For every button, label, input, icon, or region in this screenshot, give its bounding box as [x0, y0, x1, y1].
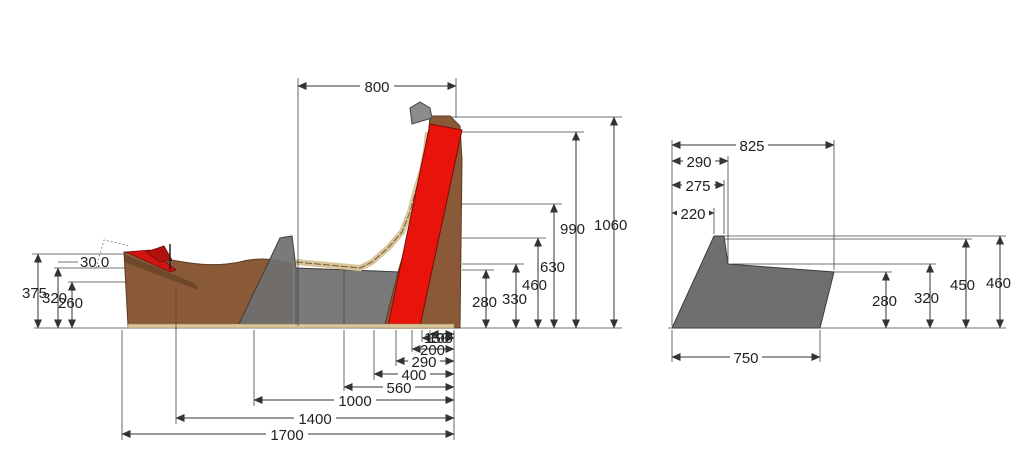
end-dim-750-bg [730, 348, 762, 366]
end-dim-460-label: 460 [986, 275, 1011, 292]
base-plank [127, 323, 455, 329]
end-dim-320-label: 320 [914, 290, 939, 307]
end-dim-290-bg [683, 152, 715, 170]
end-dim-825-bg [736, 136, 768, 154]
dim-375-label: 375 [22, 285, 47, 302]
dim-990-label: 990 [560, 221, 585, 238]
dim-280-label: 280 [472, 294, 497, 311]
dim-800-label: 800 [364, 79, 389, 96]
dim-330-label: 330 [502, 291, 527, 308]
footrest-red-cushion-2 [145, 245, 173, 263]
dim-290-label: 290 [411, 354, 436, 371]
dim-200-label: 200 [420, 342, 445, 359]
end-dim-275-label: 275 [685, 178, 710, 195]
dim-100-label: 100 [428, 330, 453, 347]
end-dim-825-label: 825 [739, 138, 764, 155]
dim-460-label: 460 [522, 277, 547, 294]
footrest-top-band [124, 254, 198, 290]
end-dim-220-label: 220 [680, 206, 705, 223]
dim-260-label: 260 [58, 295, 83, 312]
end-dim-275-bg [682, 176, 714, 194]
end-dim-290-label: 290 [686, 154, 711, 171]
dim-1000-bg [334, 391, 376, 409]
angle-label: 30.0 [80, 254, 109, 271]
footrest-red-cushion [124, 249, 177, 273]
footrest-ghost-outline [95, 239, 131, 269]
end-dim-280-label: 280 [872, 293, 897, 310]
side-view: 800 1060 990 630 460 330 280 375 320 260 [22, 77, 627, 444]
dim-1400-bg [294, 409, 336, 427]
dim-400-label: 400 [401, 367, 426, 384]
dim-800-bg [360, 77, 394, 95]
end-dim-750-label: 750 [733, 350, 758, 367]
dim-560-label: 560 [386, 380, 411, 397]
dim-1000-label: 1000 [338, 393, 371, 410]
dim-1700-bg [266, 425, 308, 443]
end-dim-220-bg [677, 204, 709, 222]
end-view: 825 290 275 220 460 450 320 280 750 [668, 136, 1011, 367]
dim-1400-label: 1400 [298, 411, 331, 428]
dim-1700-label: 1700 [270, 427, 303, 444]
dim-290-bg [408, 352, 440, 370]
dim-1060-label: 1060 [594, 217, 627, 234]
end-dim-450-label: 450 [950, 277, 975, 294]
end-profile-shape [671, 235, 835, 329]
dim-320-label: 320 [42, 290, 67, 307]
headrest [409, 101, 433, 125]
grey-support-wedge [237, 235, 401, 329]
dim-630-label: 630 [540, 259, 565, 276]
